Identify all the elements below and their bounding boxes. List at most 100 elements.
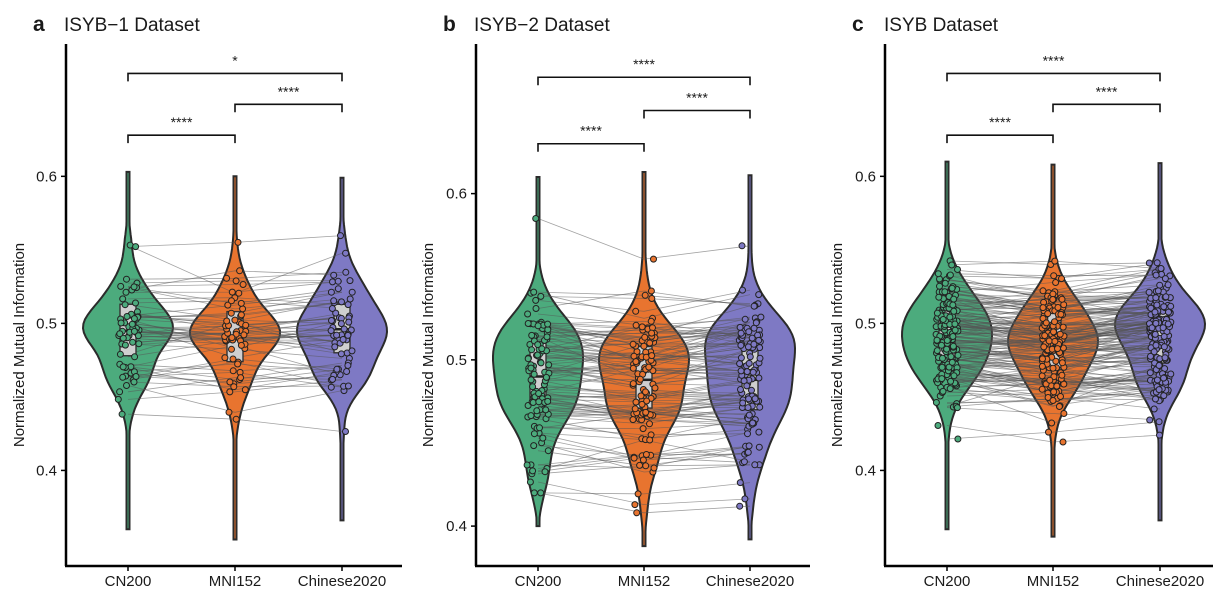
data-point	[630, 454, 638, 462]
subject-line	[537, 320, 751, 339]
data-point	[642, 462, 650, 470]
data-point	[119, 334, 127, 342]
data-point	[235, 289, 243, 297]
significance-label: ****	[580, 123, 602, 139]
data-point	[934, 270, 942, 278]
data-point	[750, 302, 758, 310]
subject-line	[946, 372, 1161, 397]
data-point	[650, 464, 658, 472]
data-point	[755, 291, 763, 299]
data-point	[346, 295, 354, 303]
data-point	[1153, 259, 1161, 267]
panel-letter: a	[33, 13, 45, 36]
data-points	[114, 232, 356, 435]
data-point	[634, 490, 642, 498]
data-point	[756, 354, 764, 362]
data-point	[114, 395, 122, 403]
subject-line	[537, 482, 751, 495]
data-point	[1161, 275, 1169, 283]
x-tick-label: Chinese2020	[298, 573, 386, 589]
data-point	[122, 288, 130, 296]
panel-letter: b	[443, 13, 456, 36]
data-point	[951, 320, 959, 328]
panel-letter: c	[852, 13, 864, 36]
data-point	[538, 345, 546, 353]
data-point	[340, 325, 348, 333]
data-point	[229, 355, 237, 363]
data-point	[743, 368, 751, 376]
data-point	[1160, 303, 1168, 311]
data-point	[739, 399, 747, 407]
significance-label: ****	[1043, 52, 1065, 68]
significance-bracket	[537, 76, 751, 86]
data-point	[752, 319, 760, 327]
data-point	[949, 342, 957, 350]
data-point	[939, 316, 947, 323]
y-tick-label: 0.6	[446, 186, 467, 203]
data-point	[1155, 418, 1163, 426]
data-point	[744, 343, 752, 351]
data-point	[632, 307, 640, 315]
data-point	[334, 277, 342, 285]
data-point	[953, 404, 961, 412]
x-tick-label: Chinese2020	[706, 573, 794, 589]
data-point	[745, 411, 753, 419]
data-point	[737, 386, 744, 393]
data-point	[338, 298, 345, 306]
data-point	[1049, 296, 1057, 303]
data-point	[537, 359, 545, 367]
data-point	[542, 406, 550, 414]
data-point	[116, 388, 124, 396]
data-point	[528, 346, 536, 354]
data-point	[1050, 272, 1058, 280]
data-point	[946, 271, 954, 279]
data-point	[228, 345, 235, 353]
data-point	[736, 360, 744, 368]
data-point	[648, 295, 656, 302]
data-point	[543, 333, 551, 341]
subject-line	[537, 492, 751, 514]
subject-line	[537, 290, 751, 309]
data-point	[755, 336, 763, 344]
data-point	[241, 386, 249, 394]
data-point	[947, 377, 955, 385]
panel-c: c ISYB Dataset Normalized Mutual Informati…	[829, 13, 1213, 590]
data-point	[227, 309, 235, 317]
data-point	[237, 341, 245, 349]
data-point	[633, 509, 641, 517]
data-point	[941, 279, 949, 287]
data-point	[946, 313, 954, 321]
panel-a: a ISYB−1 Dataset Normalized Mutual Informa…	[11, 13, 402, 590]
data-points	[523, 215, 765, 517]
subject-line	[537, 289, 751, 312]
data-point	[1051, 257, 1059, 265]
data-point	[1059, 438, 1067, 446]
data-point	[528, 331, 536, 339]
data-point	[636, 461, 644, 469]
data-point	[119, 295, 127, 303]
data-point	[739, 286, 746, 294]
x-tick-label: MNI152	[209, 573, 262, 589]
data-point	[342, 428, 349, 435]
data-point	[229, 367, 237, 375]
data-point	[1147, 304, 1155, 312]
data-point	[938, 341, 945, 349]
data-point	[345, 318, 353, 326]
data-point	[1147, 352, 1154, 360]
data-point	[948, 284, 956, 292]
data-point	[119, 373, 127, 381]
data-point	[938, 363, 946, 371]
data-point	[527, 376, 535, 384]
data-point	[1058, 371, 1066, 379]
data-point	[116, 350, 124, 358]
subject-line	[127, 287, 343, 310]
data-point	[936, 282, 943, 290]
data-point	[1054, 345, 1061, 353]
data-point	[1052, 279, 1060, 286]
subject-line	[127, 291, 343, 317]
data-point	[1145, 259, 1153, 267]
subject-line	[127, 270, 343, 291]
data-point	[116, 330, 124, 338]
data-point	[1051, 318, 1058, 326]
data-point	[948, 358, 956, 366]
